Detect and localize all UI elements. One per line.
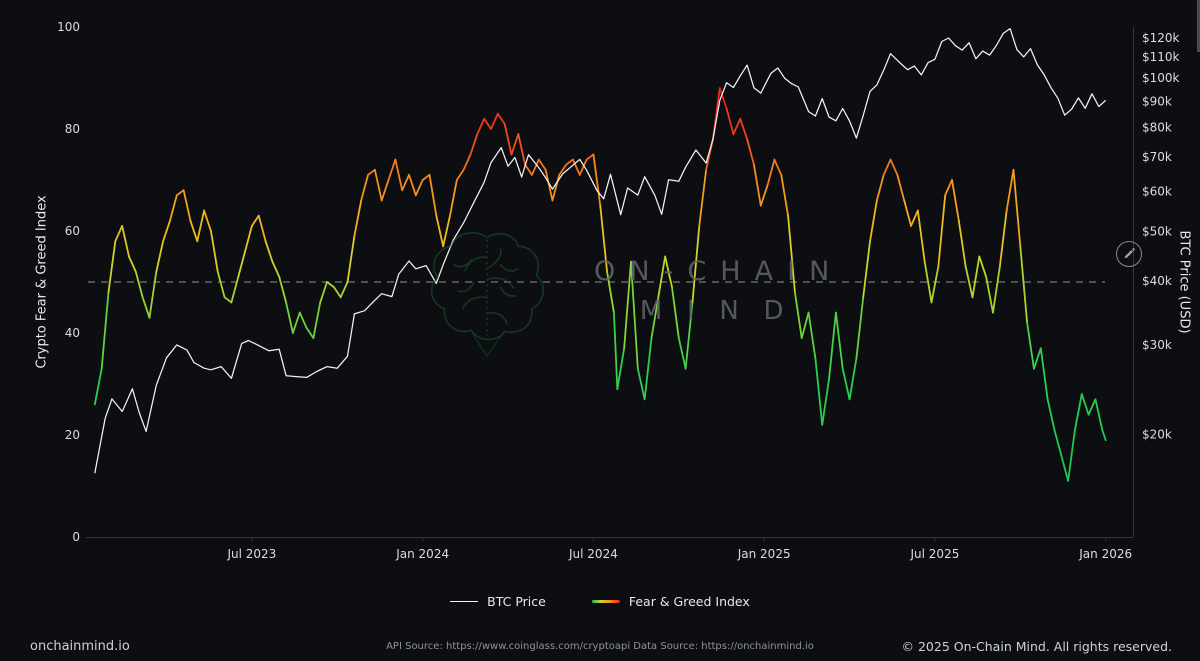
x-tick-label: Jul 2023 bbox=[226, 547, 276, 561]
btc-price-line bbox=[94, 27, 1107, 474]
legend-item-fg[interactable]: Fear & Greed Index bbox=[591, 594, 750, 609]
legend-item-btc[interactable]: BTC Price bbox=[450, 594, 546, 609]
right-tick-label: $120k bbox=[1142, 31, 1180, 45]
right-tick-label: $60k bbox=[1142, 184, 1172, 198]
right-tick-label: $30k bbox=[1142, 338, 1172, 352]
pencil-icon bbox=[1124, 248, 1135, 259]
annotation-edit-button[interactable] bbox=[1116, 241, 1142, 267]
left-tick-label: 0 bbox=[72, 530, 80, 544]
source-attribution: API Source: https://www.coinglass.com/cr… bbox=[386, 641, 814, 652]
x-tick-label: Jan 2024 bbox=[395, 547, 449, 561]
x-tick-label: Jul 2025 bbox=[910, 547, 960, 561]
left-tick-label: 20 bbox=[65, 428, 80, 442]
left-tick-label: 60 bbox=[65, 224, 80, 238]
fear-greed-line bbox=[93, 87, 1107, 482]
x-tick-label: Jan 2026 bbox=[1078, 547, 1132, 561]
right-tick-label: $50k bbox=[1142, 225, 1172, 239]
legend-fg-label: Fear & Greed Index bbox=[628, 594, 750, 609]
right-tick-label: $100k bbox=[1142, 71, 1180, 85]
left-tick-label: 40 bbox=[65, 326, 80, 340]
right-tick-label: $90k bbox=[1142, 95, 1172, 109]
right-tick-label: $40k bbox=[1142, 274, 1172, 288]
right-axis-title: BTC Price (USD) bbox=[1176, 230, 1192, 334]
copyright-text: © 2025 On-Chain Mind. All rights reserve… bbox=[901, 639, 1173, 654]
site-link[interactable]: onchainmind.io bbox=[30, 639, 130, 654]
footer: onchainmind.io API Source: https://www.c… bbox=[0, 632, 1200, 661]
fear-greed-line-swatch bbox=[591, 600, 620, 603]
scrollbar-thumb[interactable] bbox=[1197, 0, 1200, 52]
x-tick-label: Jan 2025 bbox=[737, 547, 791, 561]
btc-line-swatch bbox=[450, 601, 479, 602]
legend: BTC Price Fear & Greed Index bbox=[0, 594, 1200, 609]
left-axis-title: Crypto Fear & Greed Index bbox=[34, 195, 50, 369]
x-tick-label: Jul 2024 bbox=[568, 547, 618, 561]
chart-canvas: Jul 2023 Jan 2024 Jul 2024 Jan 2025 Jul 2025… bbox=[57, 20, 1180, 561]
right-tick-label: $20k bbox=[1142, 428, 1172, 442]
right-tick-label: $80k bbox=[1142, 121, 1172, 135]
legend-btc-label: BTC Price bbox=[487, 594, 546, 609]
left-tick-label: 100 bbox=[57, 20, 80, 34]
right-tick-label: $70k bbox=[1142, 150, 1172, 164]
right-tick-label: $110k bbox=[1142, 50, 1180, 64]
left-tick-label: 80 bbox=[65, 122, 80, 136]
